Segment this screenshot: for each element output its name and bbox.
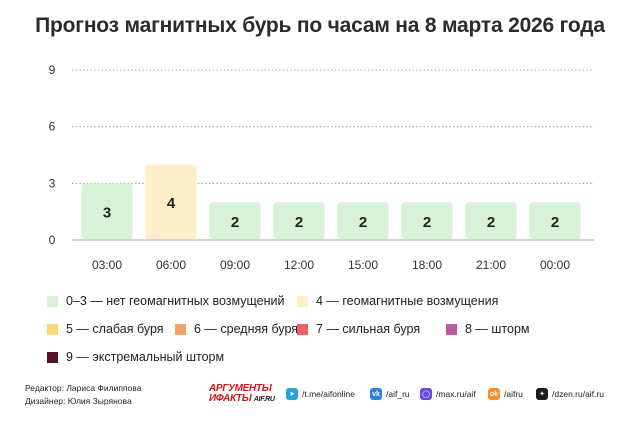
legend-item: 6 — средняя буря bbox=[175, 322, 298, 336]
max-icon: ◯ bbox=[420, 388, 432, 400]
bar-value-label: 2 bbox=[231, 214, 239, 231]
ok-icon: ok bbox=[488, 388, 500, 400]
social-link[interactable]: ➤ /t.me/aifonline bbox=[286, 388, 355, 400]
social-link[interactable]: vk/aif_ru bbox=[370, 388, 410, 400]
bar bbox=[529, 202, 581, 239]
x-tick-label: 09:00 bbox=[220, 258, 250, 272]
x-tick-label: 06:00 bbox=[156, 258, 186, 272]
bar bbox=[145, 164, 197, 239]
vk-icon: vk bbox=[370, 388, 382, 400]
editor-credit: Редактор: Лариса Филиппова bbox=[25, 383, 142, 393]
legend-label: 9 — экстремальный шторм bbox=[66, 350, 225, 364]
social-link-label: /aif_ru bbox=[386, 389, 410, 399]
social-link-label: /dzen.ru/aif.ru bbox=[552, 389, 604, 399]
aif-logo[interactable]: АРГУМЕНТЫ ИФАКТЫ AIF.RU bbox=[209, 384, 277, 408]
designer-credit: Дизайнер: Юлия Зырянова bbox=[25, 396, 132, 406]
legend-swatch bbox=[47, 295, 58, 307]
bar bbox=[273, 202, 325, 239]
social-link[interactable]: ◯ /max.ru/aif bbox=[420, 388, 476, 400]
telegram-icon: ➤ bbox=[286, 388, 298, 400]
legend-item: 4 — геомагнитные возмущения bbox=[297, 294, 498, 308]
legend-swatch bbox=[47, 323, 58, 335]
legend-swatch bbox=[446, 323, 457, 335]
bar bbox=[209, 202, 261, 239]
x-tick-label: 21:00 bbox=[476, 258, 506, 272]
social-link-label: /t.me/aifonline bbox=[302, 389, 355, 399]
social-link[interactable]: ✦ /dzen.ru/aif.ru bbox=[536, 388, 604, 400]
logo-line1: АРГУМЕНТЫ bbox=[209, 383, 272, 394]
legend-swatch bbox=[297, 295, 308, 307]
bar-value-label: 2 bbox=[487, 214, 495, 231]
credits: Редактор: Лариса Филиппова Дизайнер: Юли… bbox=[25, 382, 141, 408]
y-tick-label: 6 bbox=[49, 120, 56, 134]
legend-item: 8 — шторм bbox=[446, 322, 530, 336]
x-tick-label: 03:00 bbox=[92, 258, 122, 272]
legend-swatch bbox=[175, 323, 186, 335]
bar-value-label: 2 bbox=[551, 214, 559, 231]
x-tick-label: 12:00 bbox=[284, 258, 314, 272]
x-tick-label: 18:00 bbox=[412, 258, 442, 272]
legend-item: 0–3 — нет геомагнитных возмущений bbox=[47, 294, 284, 308]
legend-label: 4 — геомагнитные возмущения bbox=[316, 294, 499, 308]
legend-swatch bbox=[297, 323, 308, 335]
x-tick-label: 15:00 bbox=[348, 258, 378, 272]
y-tick-label: 9 bbox=[49, 63, 56, 77]
bar bbox=[337, 202, 389, 239]
bar bbox=[465, 202, 517, 239]
chart-title: Прогноз магнитных бурь по часам на 8 мар… bbox=[35, 14, 605, 37]
social-link[interactable]: ok/aifru bbox=[488, 388, 523, 400]
bar-value-label: 2 bbox=[423, 214, 431, 231]
legend-item: 7 — сильная буря bbox=[297, 322, 420, 336]
legend-label: 8 — шторм bbox=[465, 322, 530, 336]
legend-label: 7 — сильная буря bbox=[316, 322, 421, 336]
logo-domain: AIF.RU bbox=[253, 396, 275, 403]
x-tick-label: 00:00 bbox=[540, 258, 570, 272]
legend-label: 6 — средняя буря bbox=[194, 322, 299, 336]
y-tick-label: 0 bbox=[49, 233, 56, 247]
bar-chart: 0 3 6 9 3 03:00 4 06:00 2 09:00 2 12:00 2 15:00 2 18:00… bbox=[49, 63, 594, 272]
dzen-icon: ✦ bbox=[536, 388, 548, 400]
legend-label: 0–3 — нет геомагнитных возмущений bbox=[66, 294, 285, 308]
bar-value-label: 2 bbox=[359, 214, 367, 231]
bar bbox=[401, 202, 453, 239]
social-link-label: /aifru bbox=[504, 389, 523, 399]
social-link-label: /max.ru/aif bbox=[436, 389, 476, 399]
y-tick-label: 3 bbox=[49, 176, 56, 190]
legend-swatch bbox=[47, 351, 58, 363]
bar-value-label: 2 bbox=[295, 214, 303, 231]
logo-line2: ИФАКТЫ bbox=[209, 393, 252, 404]
bar-value-label: 3 bbox=[103, 205, 111, 222]
legend-label: 5 — слабая буря bbox=[66, 322, 164, 336]
bar bbox=[81, 183, 133, 239]
bar-value-label: 4 bbox=[167, 195, 176, 212]
legend-item: 9 — экстремальный шторм bbox=[47, 350, 224, 364]
legend-item: 5 — слабая буря bbox=[47, 322, 164, 336]
